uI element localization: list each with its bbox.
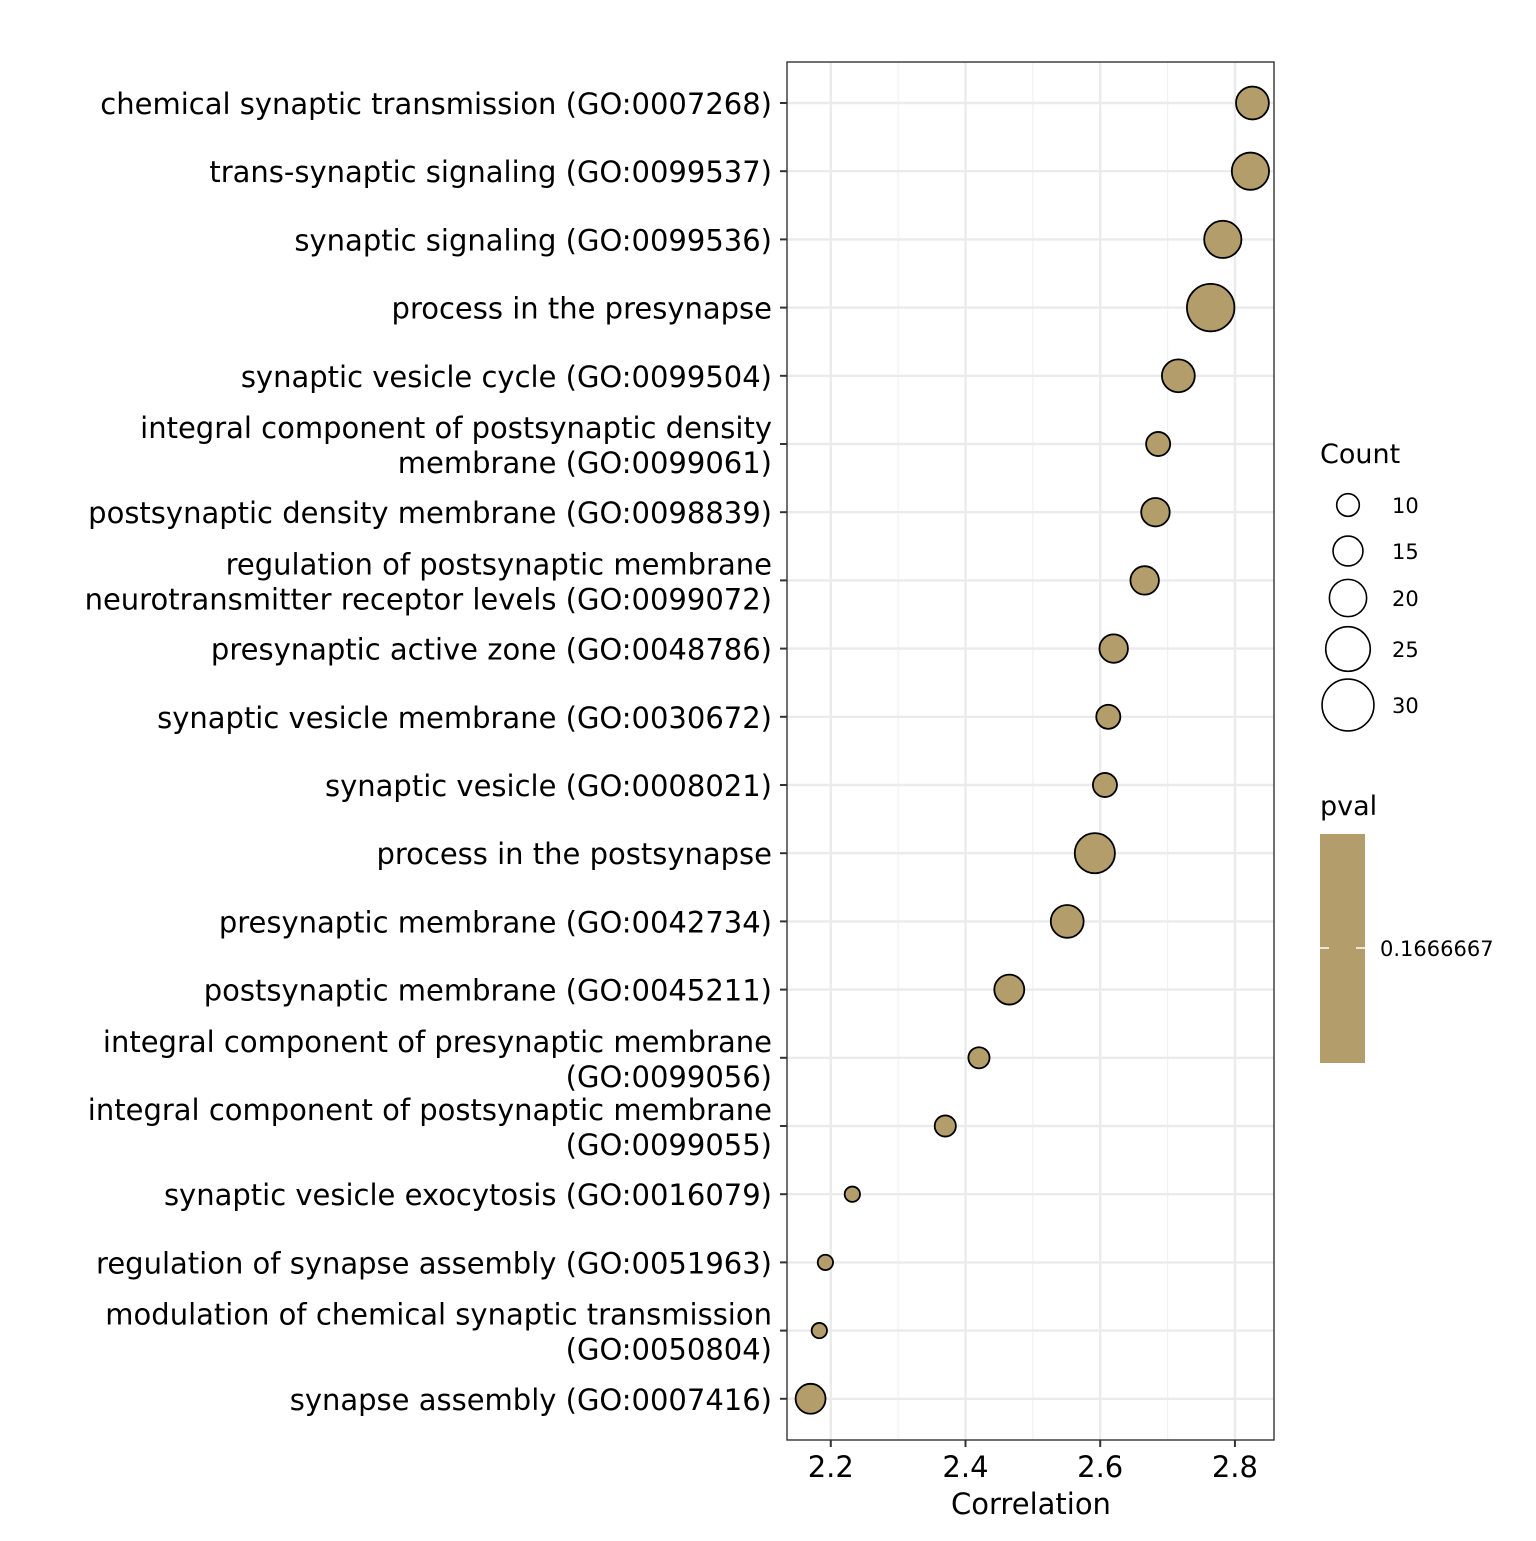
y-tick-label: postsynaptic membrane (GO:0045211) — [204, 974, 772, 1008]
legend-pval-title: pval — [1320, 791, 1377, 822]
y-tick-label: synaptic vesicle exocytosis (GO:0016079) — [164, 1178, 772, 1212]
x-tick-label: 2.6 — [1077, 1450, 1123, 1484]
data-point: integral component of presynaptic membra… — [967, 1046, 991, 1070]
legend-size-label: 10 — [1392, 494, 1419, 518]
data-point: regulation of postsynaptic membrane neur… — [1129, 565, 1160, 596]
legend-count-title: Count — [1320, 439, 1400, 470]
y-tick-label: chemical synaptic transmission (GO:00072… — [100, 87, 772, 121]
legend-size-label: 15 — [1392, 540, 1419, 564]
legend-size-key — [1328, 578, 1368, 618]
data-point: synaptic vesicle (GO:0008021) — [1091, 772, 1118, 798]
y-tick-label: synaptic vesicle cycle (GO:0099504) — [241, 360, 772, 394]
y-tick-label: process in the postsynapse — [376, 837, 772, 871]
y-tick-label: synaptic vesicle membrane (GO:0030672) — [157, 701, 772, 735]
y-tick-label: process in the presynapse — [392, 292, 772, 326]
data-point: synaptic signaling (GO:0099536) — [1203, 219, 1243, 259]
data-point: synaptic vesicle membrane (GO:0030672) — [1095, 703, 1122, 730]
legend-size-key — [1321, 678, 1375, 732]
data-point: presynaptic membrane (GO:0042734) — [1049, 904, 1085, 939]
data-point: regulation of synapse assembly (GO:00519… — [816, 1253, 834, 1271]
x-tick-label: 2.2 — [808, 1450, 854, 1484]
y-tick-label: synaptic signaling (GO:0099536) — [294, 223, 772, 257]
legend-size-key — [1324, 625, 1372, 673]
panel-border — [786, 61, 1275, 1441]
y-tick-label: synaptic vesicle (GO:0008021) — [325, 769, 772, 803]
legend-size-label: 30 — [1392, 694, 1419, 718]
data-point: chemical synaptic transmission (GO:00072… — [1235, 85, 1270, 121]
y-tick-label: integral component of presynaptic membra… — [103, 1025, 772, 1094]
plot-panel — [787, 62, 1274, 1440]
x-tick-label: 2.8 — [1212, 1450, 1258, 1484]
data-point: process in the postsynapse — [1073, 832, 1116, 875]
legend-size-label: 25 — [1392, 638, 1419, 662]
data-point: synapse assembly (GO:0007416) — [794, 1382, 827, 1415]
y-tick-label: regulation of postsynaptic membrane neuro… — [85, 547, 772, 616]
data-point: process in the presynapse — [1186, 282, 1236, 333]
legend-size-key — [1332, 535, 1364, 567]
y-tick-label: modulation of chemical synaptic transmis… — [105, 1298, 772, 1367]
data-point: trans-synaptic signaling (GO:0099537) — [1230, 151, 1270, 191]
data-point: presynaptic active zone (GO:0048786) — [1098, 633, 1129, 664]
legend-pval-label: 0.1666667 — [1380, 937, 1494, 961]
x-axis-title: Correlation — [951, 1487, 1111, 1521]
x-tick-label: 2.4 — [942, 1450, 988, 1484]
y-tick-label: integral component of postsynaptic membr… — [88, 1093, 772, 1162]
y-tick-label: trans-synaptic signaling (GO:0099537) — [209, 155, 772, 189]
y-tick-label: synapse assembly (GO:0007416) — [290, 1383, 772, 1417]
data-point: integral component of postsynaptic membr… — [933, 1114, 957, 1138]
data-point: synaptic vesicle cycle (GO:0099504) — [1161, 358, 1196, 394]
legend-size-label: 20 — [1392, 587, 1419, 611]
data-point: modulation of chemical synaptic transmis… — [810, 1322, 828, 1340]
y-tick-label: presynaptic membrane (GO:0042734) — [219, 905, 772, 939]
data-point: postsynaptic density membrane (GO:009883… — [1140, 497, 1171, 528]
data-point: integral component of postsynaptic densi… — [1145, 431, 1172, 457]
data-point: postsynaptic membrane (GO:0045211) — [993, 973, 1026, 1006]
data-point: synaptic vesicle exocytosis (GO:0016079) — [843, 1185, 861, 1203]
y-tick-label: presynaptic active zone (GO:0048786) — [211, 633, 772, 667]
y-tick-label: regulation of synapse assembly (GO:00519… — [96, 1246, 772, 1280]
y-tick-label: postsynaptic density membrane (GO:009883… — [88, 496, 772, 530]
y-tick-label: integral component of postsynaptic densi… — [140, 411, 772, 480]
legend-size-key — [1335, 492, 1361, 518]
